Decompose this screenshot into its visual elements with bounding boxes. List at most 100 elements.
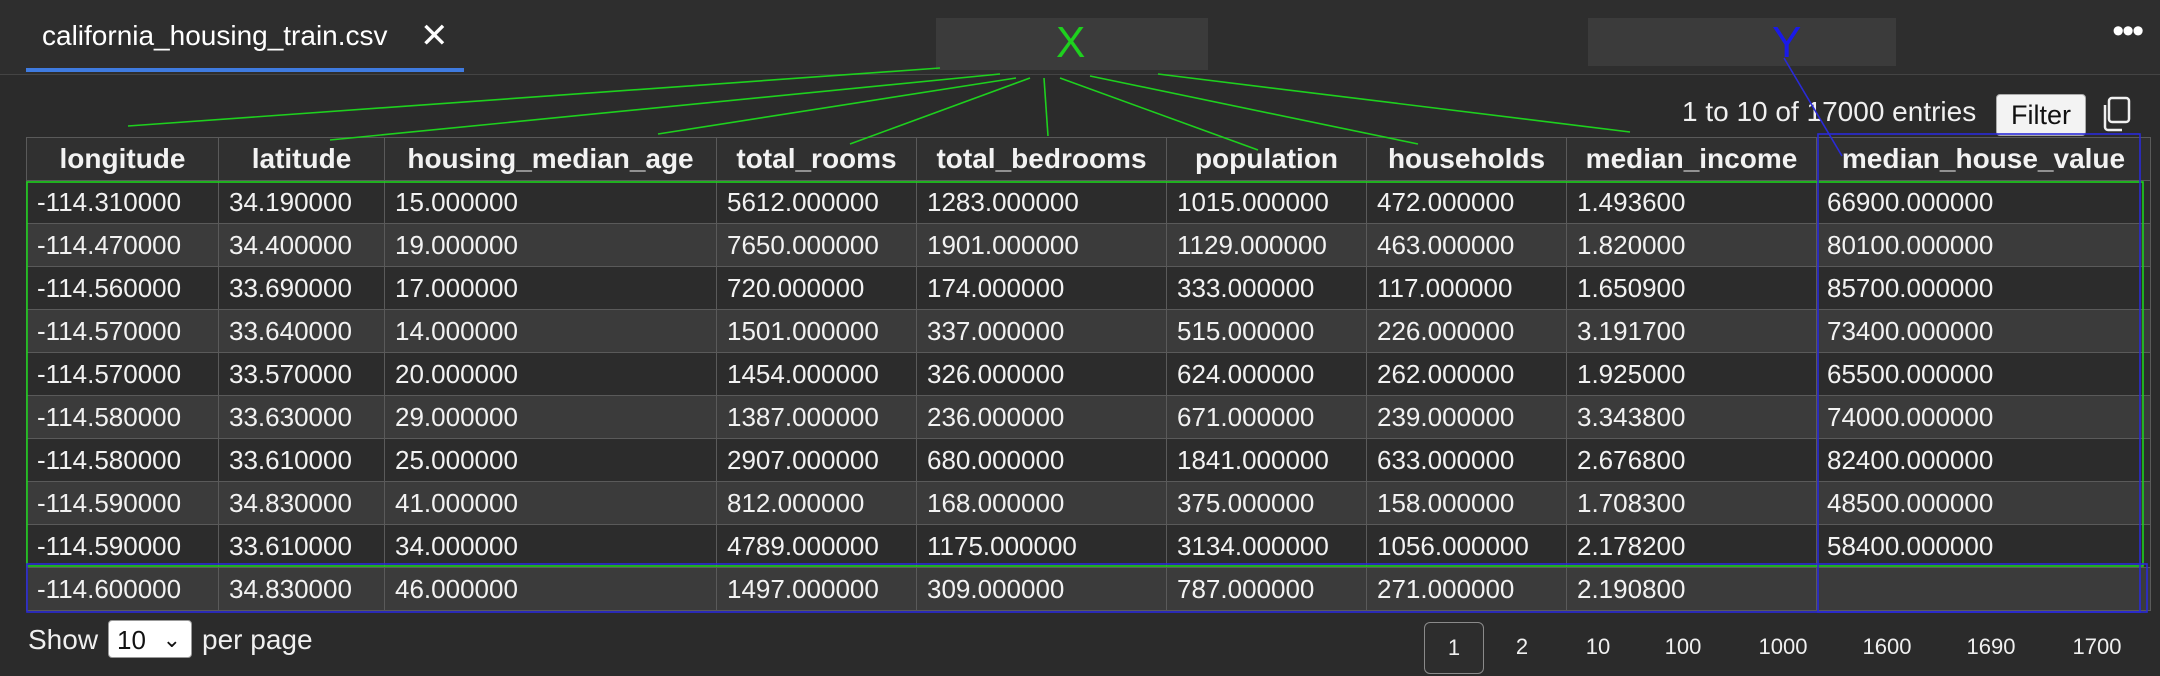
table-cell: 73400.000000 — [1816, 309, 2151, 353]
table-cell: 720.000000 — [716, 266, 917, 310]
table-cell: 33.640000 — [218, 309, 385, 353]
connector-line — [1043, 77, 1049, 137]
copy-icon[interactable] — [2100, 96, 2132, 132]
table-cell: 624.000000 — [1166, 352, 1367, 396]
entries-count: 1 to 10 of 17000 entries — [1682, 96, 1977, 127]
column-header-housing-median-age[interactable]: housing_median_age — [384, 137, 717, 181]
table-cell: 3.343800 — [1566, 395, 1817, 439]
table-cell: 85700.000000 — [1816, 266, 2151, 310]
page-button[interactable]: 1600 — [1862, 634, 1912, 659]
connector-line — [657, 77, 1017, 135]
table-cell: -114.570000 — [26, 352, 219, 396]
close-icon[interactable]: ✕ — [420, 17, 449, 55]
table-cell: 33.630000 — [218, 395, 385, 439]
table-cell: 33.610000 — [218, 524, 385, 568]
target-label-y: Y — [1772, 18, 1802, 67]
page-button[interactable]: 1690 — [1966, 634, 2016, 659]
table-cell: 74000.000000 — [1816, 395, 2151, 439]
column-header-households[interactable]: households — [1366, 137, 1567, 181]
active-tab-indicator — [26, 68, 464, 72]
table-cell — [1816, 567, 2151, 611]
page-button[interactable]: 1 — [1424, 622, 1484, 674]
table-cell: 671.000000 — [1166, 395, 1367, 439]
table-cell: 375.000000 — [1166, 481, 1367, 525]
table-cell: 34.830000 — [218, 481, 385, 525]
table-cell: -114.570000 — [26, 309, 219, 353]
header-row: longitude latitude housing_median_age to… — [26, 137, 2151, 181]
table-cell: 1497.000000 — [716, 567, 917, 611]
table-row: -114.590000 34.830000 41.000000 812.0000… — [26, 481, 2151, 525]
table-cell: 34.830000 — [218, 567, 385, 611]
table-cell: 2.190800 — [1566, 567, 1817, 611]
table-cell: 337.000000 — [916, 309, 1167, 353]
table-row: -114.590000 33.610000 34.000000 4789.000… — [26, 524, 2151, 568]
column-header-population[interactable]: population — [1166, 137, 1367, 181]
table-cell: 41.000000 — [384, 481, 717, 525]
table-cell: 29.000000 — [384, 395, 717, 439]
table-cell: 1901.000000 — [916, 223, 1167, 267]
table-cell: 787.000000 — [1166, 567, 1367, 611]
table-cell: -114.310000 — [26, 180, 219, 224]
table-cell: -114.590000 — [26, 481, 219, 525]
feature-label-box: X — [936, 18, 1208, 70]
more-options-icon[interactable]: ••• — [2112, 12, 2144, 50]
table-cell: 65500.000000 — [1816, 352, 2151, 396]
connector-line — [1157, 73, 1631, 133]
column-header-median-house-value[interactable]: median_house_value — [1816, 137, 2151, 181]
file-tab[interactable]: california_housing_train.csv ✕ — [26, 0, 464, 74]
table-cell: -114.560000 — [26, 266, 219, 310]
column-header-median-income[interactable]: median_income — [1566, 137, 1817, 181]
table-cell: 48500.000000 — [1816, 481, 2151, 525]
table-cell: 34.400000 — [218, 223, 385, 267]
filter-button[interactable]: Filter — [1996, 94, 2086, 136]
table-cell: 1056.000000 — [1366, 524, 1567, 568]
column-header-total-rooms[interactable]: total_rooms — [716, 137, 917, 181]
table-cell: 2.178200 — [1566, 524, 1817, 568]
table-cell: 1.650900 — [1566, 266, 1817, 310]
table-cell: -114.470000 — [26, 223, 219, 267]
page-button[interactable]: 1000 — [1758, 634, 1808, 659]
table-row: -114.310000 34.190000 15.000000 5612.000… — [26, 180, 2151, 224]
table-row: -114.600000 34.830000 46.000000 1497.000… — [26, 567, 2151, 611]
per-page-select[interactable]: 10 ⌄ — [108, 620, 192, 658]
column-header-total-bedrooms[interactable]: total_bedrooms — [916, 137, 1167, 181]
table-cell: 17.000000 — [384, 266, 717, 310]
table-cell: 463.000000 — [1366, 223, 1567, 267]
table-row: -114.560000 33.690000 17.000000 720.0000… — [26, 266, 2151, 310]
table-cell: 1841.000000 — [1166, 438, 1367, 482]
page-button[interactable]: 10 — [1585, 634, 1611, 659]
table-cell: 633.000000 — [1366, 438, 1567, 482]
table-cell: 168.000000 — [916, 481, 1167, 525]
table-cell: 33.610000 — [218, 438, 385, 482]
table-row: -114.580000 33.630000 29.000000 1387.000… — [26, 395, 2151, 439]
table-cell: 3134.000000 — [1166, 524, 1367, 568]
connector-line — [1089, 75, 1419, 145]
table-row: -114.470000 34.400000 19.000000 7650.000… — [26, 223, 2151, 267]
column-header-longitude[interactable]: longitude — [26, 137, 219, 181]
table-cell: 33.570000 — [218, 352, 385, 396]
table-cell: 812.000000 — [716, 481, 917, 525]
table-cell: 1.493600 — [1566, 180, 1817, 224]
table-cell: -114.580000 — [26, 395, 219, 439]
per-page-value: 10 — [117, 625, 146, 655]
tab-divider — [0, 74, 2160, 75]
table-cell: 3.191700 — [1566, 309, 1817, 353]
connector-line — [127, 67, 941, 127]
table-cell: 1015.000000 — [1166, 180, 1367, 224]
page-button[interactable]: 2 — [1515, 634, 1529, 659]
page-button[interactable]: 100 — [1664, 634, 1702, 659]
table-cell: 34.190000 — [218, 180, 385, 224]
table-cell: 20.000000 — [384, 352, 717, 396]
table-cell: 19.000000 — [384, 223, 717, 267]
table-cell: -114.600000 — [26, 567, 219, 611]
column-header-latitude[interactable]: latitude — [218, 137, 385, 181]
table-row: -114.580000 33.610000 25.000000 2907.000… — [26, 438, 2151, 482]
table-cell: 34.000000 — [384, 524, 717, 568]
table-row: -114.570000 33.640000 14.000000 1501.000… — [26, 309, 2151, 353]
data-table: longitude latitude housing_median_age to… — [26, 137, 2151, 611]
table-cell: -114.590000 — [26, 524, 219, 568]
table-cell: 158.000000 — [1366, 481, 1567, 525]
page-button[interactable]: 1700 — [2072, 634, 2122, 659]
table-cell: 1.925000 — [1566, 352, 1817, 396]
table-cell: 2.676800 — [1566, 438, 1817, 482]
